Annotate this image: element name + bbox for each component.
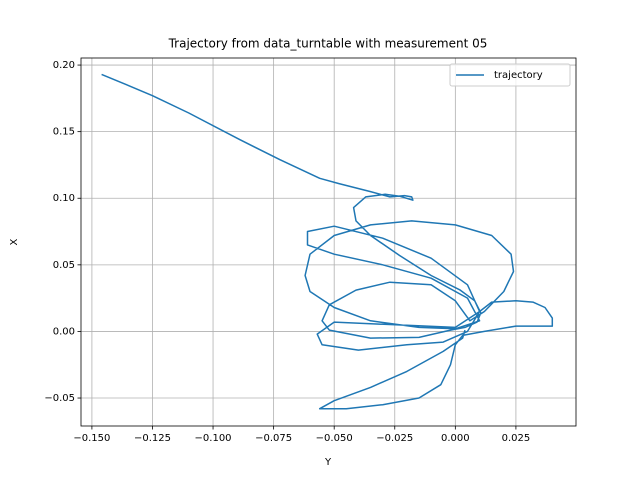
x-tick-label: −0.075 bbox=[255, 433, 292, 444]
y-tick-label: 0.00 bbox=[53, 326, 75, 337]
x-tick-label: −0.150 bbox=[73, 433, 110, 444]
y-axis-label: X bbox=[9, 238, 20, 245]
y-tick-label: 0.05 bbox=[53, 260, 75, 271]
x-tick-label: −0.050 bbox=[316, 433, 353, 444]
x-tick-label: 0.000 bbox=[441, 433, 470, 444]
y-tick-label: 0.15 bbox=[53, 127, 75, 138]
axes-frame bbox=[80, 57, 577, 427]
y-tick-label: 0.10 bbox=[53, 193, 75, 204]
x-axis-label: Y bbox=[324, 457, 332, 468]
x-tick-label: −0.125 bbox=[134, 433, 171, 444]
y-tick-label: −0.05 bbox=[44, 393, 75, 404]
trajectory-line bbox=[101, 73, 554, 410]
x-tick-label: 0.025 bbox=[502, 433, 531, 444]
y-tick-label: 0.20 bbox=[53, 60, 75, 71]
legend-box bbox=[449, 63, 571, 87]
chart-title: Trajectory from data_turntable with meas… bbox=[168, 37, 488, 51]
x-tick-label: −0.100 bbox=[195, 433, 232, 444]
x-tick-label: −0.025 bbox=[376, 433, 413, 444]
legend-label: trajectory bbox=[494, 70, 543, 81]
